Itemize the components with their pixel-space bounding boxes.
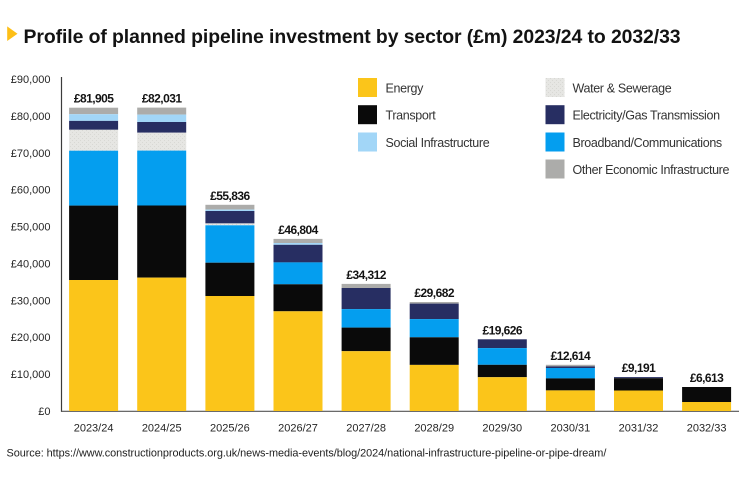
svg-text:£30,000: £30,000 <box>11 295 51 307</box>
svg-text:£10,000: £10,000 <box>11 369 51 381</box>
svg-text:£6,613: £6,613 <box>690 371 724 385</box>
svg-text:Profile of planned pipeline in: Profile of planned pipeline investment b… <box>24 26 681 48</box>
svg-text:£12,614: £12,614 <box>551 349 591 363</box>
svg-text:Other Economic Infrastructure: Other Economic Infrastructure <box>573 163 730 177</box>
svg-text:2032/33: 2032/33 <box>687 422 727 434</box>
svg-text:£46,804: £46,804 <box>278 223 318 237</box>
svg-text:Energy: Energy <box>386 82 425 96</box>
svg-text:£0: £0 <box>38 406 50 418</box>
svg-text:2027/28: 2027/28 <box>346 422 386 434</box>
svg-text:£40,000: £40,000 <box>11 258 51 270</box>
svg-text:£34,312: £34,312 <box>346 268 386 282</box>
svg-text:2026/27: 2026/27 <box>278 422 318 434</box>
svg-text:£29,682: £29,682 <box>414 286 454 300</box>
svg-text:£50,000: £50,000 <box>11 222 51 234</box>
svg-text:2029/30: 2029/30 <box>482 422 522 434</box>
svg-text:£82,031: £82,031 <box>142 92 182 106</box>
svg-text:£70,000: £70,000 <box>11 148 51 160</box>
svg-text:£20,000: £20,000 <box>11 332 51 344</box>
svg-text:£81,905: £81,905 <box>74 92 114 106</box>
svg-text:£90,000: £90,000 <box>11 74 51 86</box>
svg-text:£60,000: £60,000 <box>11 185 51 197</box>
svg-text:£55,836: £55,836 <box>210 189 250 203</box>
svg-text:£9,191: £9,191 <box>622 361 656 375</box>
svg-text:Electricity/Gas Transmission: Electricity/Gas Transmission <box>573 109 721 123</box>
svg-text:2028/29: 2028/29 <box>414 422 454 434</box>
svg-text:Transport: Transport <box>386 109 437 123</box>
svg-text:Broadband/Communications: Broadband/Communications <box>573 136 722 150</box>
svg-text:2023/24: 2023/24 <box>74 422 114 434</box>
svg-text:Water & Sewerage: Water & Sewerage <box>573 82 672 96</box>
svg-text:2030/31: 2030/31 <box>551 422 591 434</box>
svg-text:£80,000: £80,000 <box>11 111 51 123</box>
svg-text:2024/25: 2024/25 <box>142 422 182 434</box>
svg-text:2025/26: 2025/26 <box>210 422 250 434</box>
svg-text:£19,626: £19,626 <box>483 323 523 337</box>
svg-text:Social Infrastructure: Social Infrastructure <box>386 136 490 150</box>
svg-text:2031/32: 2031/32 <box>619 422 659 434</box>
svg-text:Source: https://www.constructi: Source: https://www.constructionproducts… <box>7 448 608 460</box>
